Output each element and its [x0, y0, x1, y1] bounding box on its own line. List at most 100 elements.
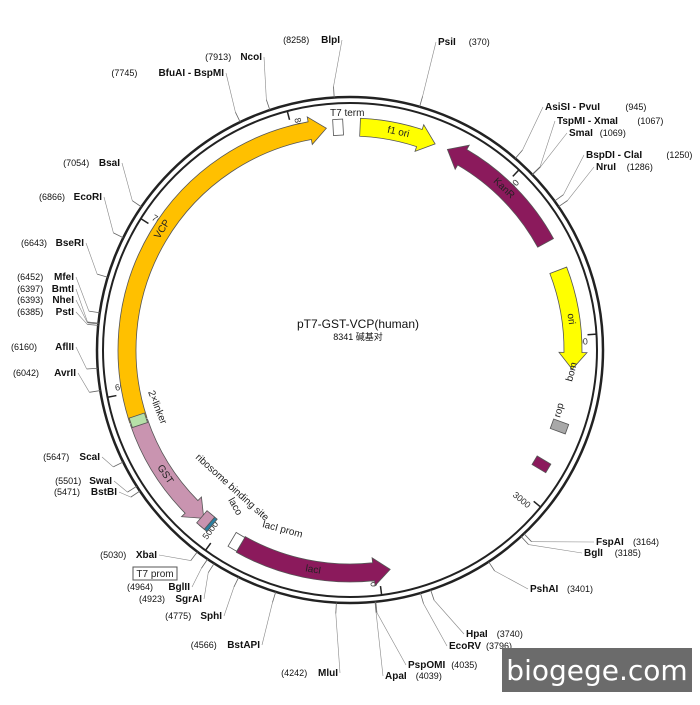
site-position: (1067)	[637, 116, 663, 126]
site-ecori: EcoRI(6866)	[39, 192, 123, 238]
site-position: (3185)	[615, 548, 641, 558]
feature-vcp	[118, 117, 326, 423]
site-blpi: BlpI(8258)	[283, 35, 342, 97]
site-name: SmaI	[569, 128, 593, 139]
feature-laci	[236, 537, 390, 586]
site-leader	[522, 107, 543, 150]
site-tick	[132, 201, 141, 207]
site-position: (4039)	[416, 671, 442, 681]
restriction-sites: BlpI(8258)PsiI(370)NcoI(7913)BfuAI - Bsp…	[11, 35, 692, 682]
site-leader	[119, 492, 131, 497]
site-leader	[568, 167, 594, 200]
tick-7000	[141, 219, 149, 224]
site-name: NruI	[596, 162, 616, 173]
site-leader	[76, 347, 87, 369]
site-tick	[201, 559, 207, 568]
site-name: BspDI - ClaI	[586, 150, 642, 161]
site-tick	[113, 462, 123, 467]
site-tick	[89, 391, 100, 393]
site-position: (7913)	[205, 52, 231, 62]
site-tick	[334, 87, 335, 98]
site-psti: PstI(6385)	[17, 307, 98, 325]
rop-label: rop	[552, 402, 566, 419]
site-leader	[423, 42, 436, 96]
site-name: NheI	[52, 295, 74, 306]
site-tick	[89, 311, 100, 313]
site-pshai: PshAI (3401)	[489, 562, 593, 595]
site-leader	[264, 57, 266, 100]
site-position: (6160)	[11, 342, 37, 352]
site-tick	[87, 324, 98, 325]
site-tick	[555, 195, 564, 201]
site-position: (5501)	[55, 476, 81, 486]
site-name: EcoRV	[449, 641, 481, 652]
site-tick	[559, 200, 568, 206]
site-leader	[540, 133, 567, 167]
site-position: (5030)	[100, 550, 126, 560]
site-name: ScaI	[79, 452, 100, 463]
tick-1000	[513, 170, 519, 177]
bom-label: bom	[564, 361, 580, 383]
site-position: (6866)	[39, 192, 65, 202]
site-position: (4964)	[127, 582, 153, 592]
site-name: FspAI	[596, 537, 624, 548]
site-name: AvrII	[54, 368, 76, 379]
site-name: SwaI	[89, 476, 112, 487]
watermark: biogege.com	[502, 648, 692, 692]
site-tick	[208, 563, 214, 572]
site-name: TspMI - XmaI	[557, 116, 618, 127]
site-bstbi: BstBI(5471)	[54, 487, 140, 498]
site-name: BsaI	[99, 158, 120, 169]
site-name: BstAPI	[227, 640, 260, 651]
site-name: XbaI	[136, 550, 157, 561]
site-bspdi-clai: BspDI - ClaI(1250)	[555, 150, 693, 201]
site-leader	[334, 40, 342, 87]
site-tick	[532, 167, 540, 175]
site-leader	[336, 614, 340, 673]
site-name: PshAI	[530, 584, 559, 595]
site-position: (6042)	[13, 368, 39, 378]
site-tick	[235, 112, 240, 122]
site-leader	[76, 312, 87, 324]
site-position: (4035)	[451, 660, 477, 670]
site-name: BglII	[168, 582, 190, 593]
marker-t7-term	[333, 119, 344, 136]
site-position: (6452)	[17, 272, 43, 282]
site-position: (7745)	[111, 68, 137, 78]
tick-2000	[588, 334, 597, 335]
site-position: (6385)	[17, 307, 43, 317]
site-tick	[489, 562, 495, 571]
site-tick	[191, 552, 198, 561]
site-tick	[420, 96, 423, 107]
site-position: (6643)	[21, 238, 47, 248]
site-ecorv: EcoRV(3796)	[420, 593, 512, 652]
tick-3000	[534, 501, 541, 507]
site-pspomi: PspOMI(4035)	[376, 602, 477, 671]
site-psii: PsiI(370)	[420, 37, 490, 107]
site-position: (5647)	[43, 452, 69, 462]
site-aflii: AflII(6160)	[11, 342, 98, 369]
site-ncoi: NcoI(7913)	[205, 52, 270, 110]
linker-label: 2×linker	[145, 389, 169, 426]
site-leader	[226, 73, 235, 112]
site-leader	[434, 600, 464, 634]
marker-rop	[532, 456, 551, 473]
site-name: PsiI	[438, 37, 456, 48]
site-leader	[224, 587, 234, 616]
site-leader	[192, 568, 201, 587]
tick-5000	[206, 543, 211, 550]
site-name: MluI	[318, 668, 338, 679]
site-name: MfeI	[54, 272, 74, 283]
t7-term-label: T7 term	[330, 108, 364, 119]
site-name: HpaI	[466, 629, 488, 640]
site-position: (4566)	[191, 640, 217, 650]
site-position: (3401)	[567, 584, 593, 594]
tick-8000	[287, 111, 289, 120]
site-tick	[131, 491, 140, 497]
tick-label-3000: 3000	[511, 490, 533, 510]
site-tick	[336, 603, 337, 614]
site-leader	[262, 602, 273, 645]
site-tick	[97, 274, 108, 277]
site-leader	[76, 289, 87, 322]
